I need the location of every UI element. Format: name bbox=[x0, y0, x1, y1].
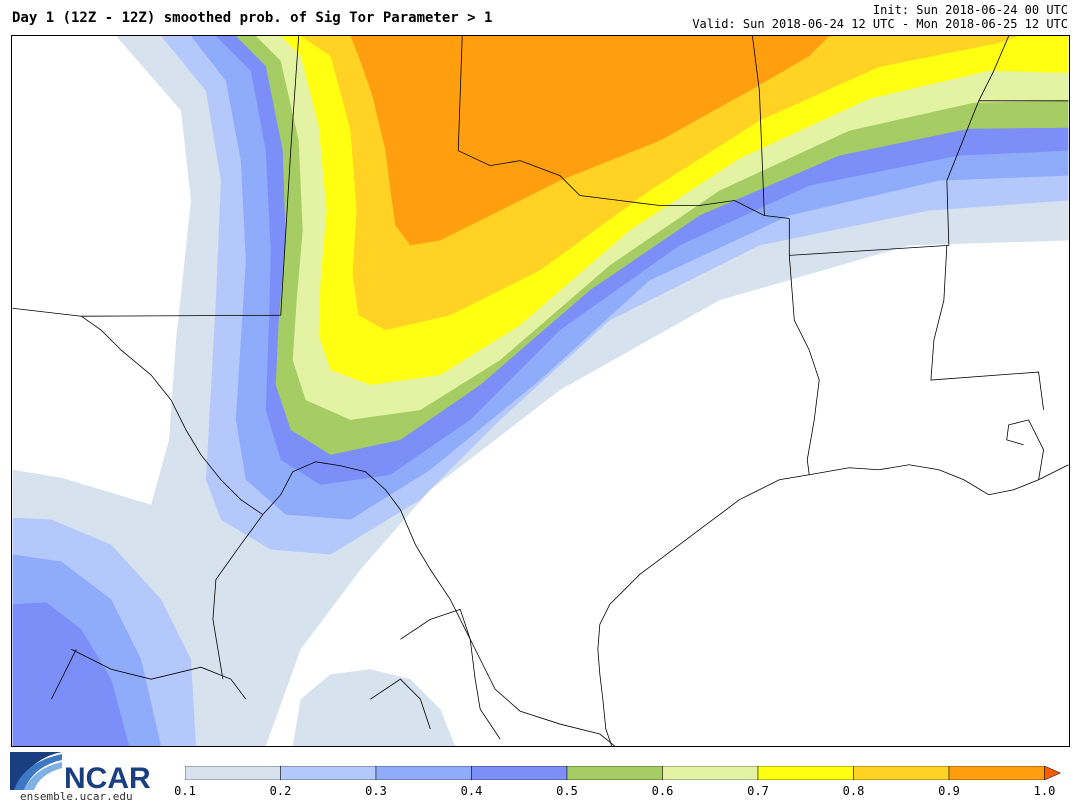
colorbar-tick-label: 0.9 bbox=[938, 784, 960, 798]
logo-swoosh-icon bbox=[10, 752, 62, 790]
state-borders bbox=[12, 36, 1069, 746]
colorbar-tick-label: 0.4 bbox=[460, 784, 483, 798]
colorbar-tick-label: 0.2 bbox=[269, 784, 292, 798]
init-time: Init: Sun 2018-06-24 00 UTC bbox=[872, 3, 1068, 17]
probability-map bbox=[11, 35, 1070, 747]
colorbar-extend-arrow bbox=[1044, 765, 1062, 781]
colorbar-tick-label: 0.5 bbox=[556, 784, 578, 798]
contour-band-0.9 bbox=[350, 36, 830, 246]
contour-band-sw-0.4 bbox=[12, 602, 130, 746]
colorbar bbox=[184, 765, 1065, 781]
colorbar-segment bbox=[757, 765, 854, 781]
colorbar-tick-label: 1.0 bbox=[1033, 784, 1056, 798]
colorbar-segment bbox=[184, 765, 281, 781]
map-title: Day 1 (12Z - 12Z) smoothed prob. of Sig … bbox=[12, 10, 493, 26]
colorbar-segment bbox=[566, 765, 663, 781]
colorbar-tick-label: 0.3 bbox=[365, 784, 387, 798]
colorbar-tick-label: 0.6 bbox=[651, 784, 674, 798]
ncar-logo: NCAR bbox=[10, 752, 170, 806]
colorbar-tick-label: 0.1 bbox=[174, 784, 196, 798]
colorbar-segment bbox=[471, 765, 568, 781]
colorbar-segment bbox=[280, 765, 377, 781]
colorbar-segment bbox=[662, 765, 759, 781]
colorbar-tick-label: 0.7 bbox=[747, 784, 769, 798]
colorbar-segment bbox=[948, 765, 1045, 781]
logo-url: ensemble.ucar.edu bbox=[20, 790, 133, 803]
contour-band-s-0.1 bbox=[292, 669, 456, 746]
logo-wordmark: NCAR bbox=[64, 762, 151, 795]
colorbar-segment bbox=[853, 765, 950, 781]
valid-time: Valid: Sun 2018-06-24 12 UTC - Mon 2018-… bbox=[692, 17, 1068, 31]
colorbar-segment bbox=[375, 765, 472, 781]
colorbar-tick-label: 0.8 bbox=[842, 784, 865, 798]
